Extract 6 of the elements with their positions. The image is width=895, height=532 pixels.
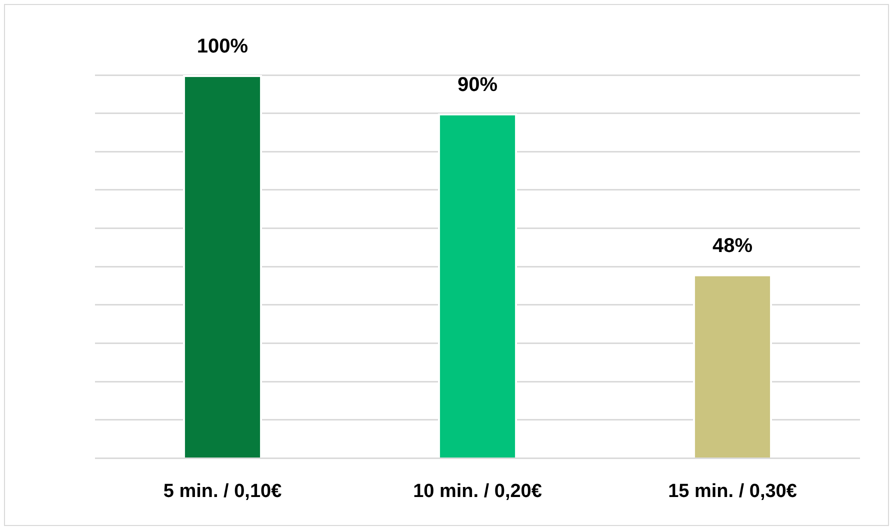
x-tick-label: 10 min. / 0,20€ [413, 480, 542, 502]
data-label: 48% [712, 234, 753, 257]
x-tick-label: 15 min. / 0,30€ [668, 480, 798, 502]
data-label: 100% [196, 36, 248, 58]
data-label: 90% [457, 74, 498, 96]
x-tick-label: 5 min. / 0,10€ [163, 480, 282, 502]
